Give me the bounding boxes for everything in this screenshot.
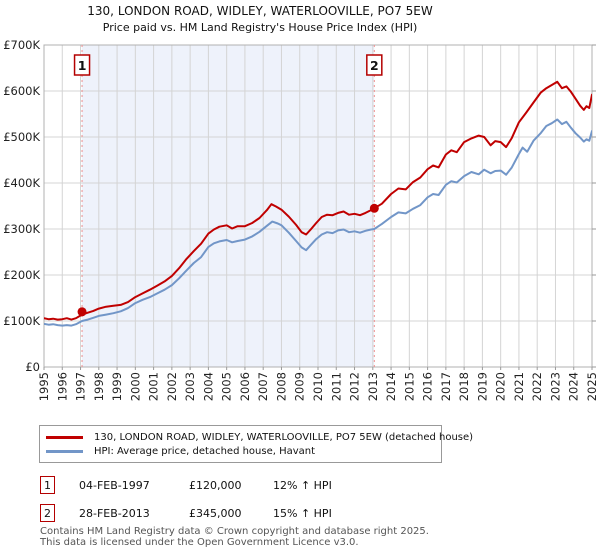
x-axis-label: 2019 (475, 372, 489, 401)
transaction-1-hpi-change: 12% ↑ HPI (273, 478, 332, 492)
price-paid-line (44, 80, 592, 321)
x-axis-label: 2002 (165, 372, 179, 401)
x-axis-label: 2011 (329, 372, 343, 401)
x-axis-label: 2009 (293, 372, 307, 401)
y-axis-label: £500K (3, 130, 40, 144)
hpi-line-legend-label: HPI: Average price, detached house, Hava… (94, 445, 316, 457)
y-axis-label: £700K (3, 38, 40, 52)
sale-annotation-box-1 (73, 54, 91, 76)
x-axis-label: 2012 (348, 372, 362, 401)
transaction-1-date: 04-FEB-1997 (79, 478, 150, 492)
x-axis-label: 2025 (585, 372, 599, 401)
hpi-line-swatch (46, 449, 83, 453)
sale-annotation-label-1: 1 (78, 58, 87, 73)
x-axis-label: 2014 (384, 372, 398, 401)
page-title: 130, LONDON ROAD, WIDLEY, WATERLOOVILLE,… (87, 4, 433, 18)
x-axis-label: 2003 (183, 372, 197, 401)
footer-copyright-line: Contains HM Land Registry data © Crown c… (40, 526, 429, 537)
x-axis-label: 1996 (55, 372, 69, 401)
x-axis-label: 2008 (274, 372, 288, 401)
page-subtitle: Price paid vs. HM Land Registry's House … (102, 21, 418, 34)
x-axis-label: 2017 (439, 372, 453, 401)
transaction-1-number-badge: 1 (40, 476, 55, 494)
x-axis-label: 2015 (402, 372, 416, 401)
price-line-legend-label: 130, LONDON ROAD, WIDLEY, WATERLOOVILLE,… (94, 431, 474, 443)
legend-row-price: 130, LONDON ROAD, WIDLEY, WATERLOOVILLE,… (46, 430, 473, 444)
x-axis-label: 1999 (110, 372, 124, 401)
x-axis-label: 1997 (74, 372, 88, 401)
x-axis-label: 1995 (37, 372, 51, 401)
y-axis-label: £300K (3, 222, 40, 236)
x-axis-label: 2000 (128, 372, 142, 401)
footer-licence-line: This data is licensed under the Open Gov… (40, 537, 359, 548)
x-axis-label: 2010 (311, 372, 325, 401)
plot-area[interactable] (44, 45, 592, 367)
y-axis-label: £600K (3, 84, 40, 98)
y-axis-label: £100K (3, 314, 40, 328)
transaction-1-price: £120,000 (189, 478, 242, 492)
sale-point-2 (369, 203, 379, 213)
y-axis-label: £200K (3, 268, 40, 282)
sale-annotation-box-2 (366, 54, 383, 76)
transaction-2-number-badge: 2 (40, 504, 55, 522)
transaction-row-1: 1 04-FEB-1997 £120,000 12% ↑ HPI (40, 476, 332, 494)
x-axis-label: 2023 (548, 372, 562, 401)
y-axis-label: £0 (25, 360, 40, 374)
x-axis-label: 2001 (147, 372, 161, 401)
x-axis-label: 2007 (256, 372, 270, 401)
x-axis-label: 2004 (201, 372, 215, 401)
x-axis-label: 2020 (494, 372, 508, 401)
hpi-ownership-period-band (82, 45, 375, 367)
x-axis-label: 1998 (92, 372, 106, 401)
x-axis-label: 2022 (530, 372, 544, 401)
sale-point-1 (77, 307, 87, 317)
transaction-2-date: 28-FEB-2013 (79, 506, 150, 520)
price-history-chart: 1 2 £0 £100K £200K £300K £400K £500K £600K £700K 1… (3, 38, 599, 401)
price-line-swatch (46, 435, 83, 439)
hpi-line (44, 118, 592, 327)
x-axis-label: 2005 (220, 372, 234, 401)
transaction-row-2: 2 28-FEB-2013 £345,000 15% ↑ HPI (40, 504, 332, 522)
x-axis-label: 2021 (512, 372, 526, 401)
transaction-2-hpi-change: 15% ↑ HPI (273, 506, 332, 520)
sale-annotation-label-2: 2 (370, 58, 379, 73)
chart-legend: 130, LONDON ROAD, WIDLEY, WATERLOOVILLE,… (39, 425, 473, 463)
x-axis-label: 2018 (457, 372, 471, 401)
transaction-2-price: £345,000 (189, 506, 242, 520)
x-axis-label: 2013 (366, 372, 380, 401)
x-axis-label: 2016 (421, 372, 435, 401)
y-axis-label: £400K (3, 176, 40, 190)
legend-row-hpi: HPI: Average price, detached house, Hava… (46, 444, 437, 458)
x-axis-label: 2006 (238, 372, 252, 401)
x-axis-label: 2024 (567, 372, 581, 401)
